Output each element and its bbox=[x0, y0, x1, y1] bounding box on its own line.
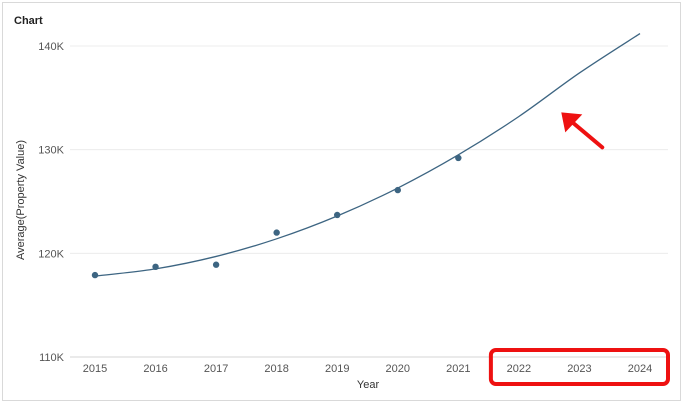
x-axis-ticks: 2015 2016 2017 2018 2019 2020 2021 2022 2023 2024 bbox=[83, 363, 652, 375]
y-axis-title: Average(Property Value) bbox=[15, 140, 27, 260]
data-points bbox=[91, 154, 462, 279]
data-point[interactable] bbox=[334, 211, 341, 219]
y-tick-label: 140K bbox=[38, 41, 64, 53]
x-tick-label: 2015 bbox=[83, 363, 107, 375]
y-tick-label: 130K bbox=[38, 145, 64, 157]
x-tick-label: 2020 bbox=[386, 363, 410, 375]
x-tick-label: 2024 bbox=[628, 363, 652, 375]
x-axis-title: Year bbox=[357, 379, 380, 391]
annotations bbox=[488, 112, 670, 386]
x-tick-label: 2021 bbox=[446, 363, 470, 375]
data-point[interactable] bbox=[212, 261, 220, 268]
chart-panel bbox=[2, 2, 681, 401]
y-tick-label: 120K bbox=[38, 248, 64, 260]
annotation-highlight-box bbox=[488, 348, 670, 386]
data-point[interactable] bbox=[273, 229, 280, 236]
data-point[interactable] bbox=[394, 186, 401, 194]
y-axis-ticks: 110K 120K 130K 140K bbox=[38, 41, 64, 364]
x-tick-label: 2023 bbox=[567, 363, 591, 375]
x-tick-label: 2018 bbox=[264, 363, 288, 375]
chart-title: Chart bbox=[14, 15, 43, 27]
x-tick-label: 2022 bbox=[507, 363, 531, 375]
y-tick-label: 110K bbox=[39, 352, 65, 364]
data-point[interactable] bbox=[91, 271, 99, 279]
grid-lines bbox=[70, 45, 668, 358]
data-point[interactable] bbox=[152, 263, 159, 271]
x-tick-label: 2016 bbox=[143, 363, 167, 375]
trendline bbox=[94, 33, 641, 277]
x-tick-label: 2019 bbox=[325, 363, 349, 375]
annotation-arrow bbox=[561, 112, 605, 150]
data-point[interactable] bbox=[455, 154, 462, 162]
x-tick-label: 2017 bbox=[204, 363, 228, 375]
